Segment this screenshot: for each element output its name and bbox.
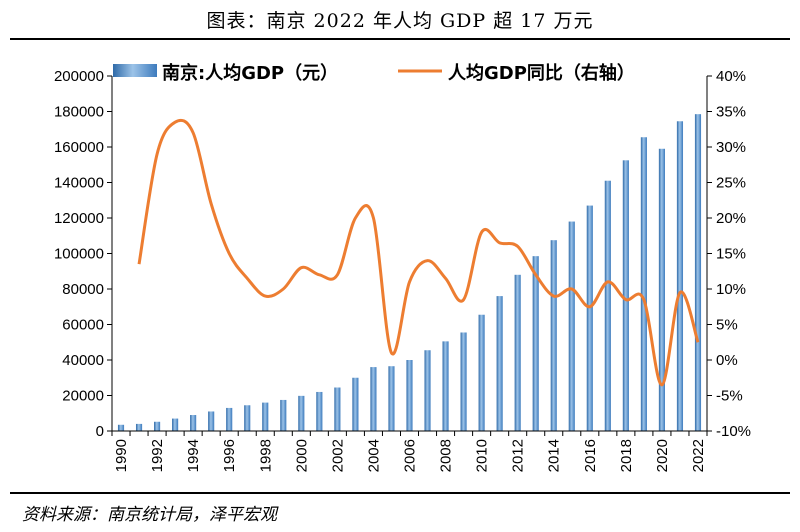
bar-2009 bbox=[460, 332, 467, 431]
left-tick-label: 100000 bbox=[54, 246, 104, 263]
bar-1999 bbox=[280, 399, 287, 431]
bar-2015 bbox=[568, 221, 575, 431]
bar-2020 bbox=[658, 148, 665, 431]
left-tick-label: 140000 bbox=[54, 175, 104, 192]
right-tick-label: 35% bbox=[716, 104, 746, 121]
left-tick-label: 180000 bbox=[54, 104, 104, 121]
bar-2007 bbox=[424, 350, 431, 431]
bar-1993 bbox=[172, 418, 179, 431]
bar-2016 bbox=[586, 205, 593, 431]
bar-1996 bbox=[226, 407, 233, 431]
x-tick-label: 2002 bbox=[329, 439, 346, 472]
right-tick-label: 15% bbox=[716, 246, 746, 263]
right-tick-label: 10% bbox=[716, 281, 746, 298]
x-tick-label: 2006 bbox=[402, 439, 419, 472]
right-tick-label: 0% bbox=[716, 352, 738, 369]
bar-2019 bbox=[640, 137, 647, 432]
bar-2005 bbox=[388, 366, 395, 431]
x-tick-label: 2004 bbox=[365, 439, 382, 472]
bar-2001 bbox=[316, 391, 323, 431]
bar-2006 bbox=[406, 360, 413, 431]
bar-2000 bbox=[298, 395, 305, 431]
x-tick-label: 1992 bbox=[149, 439, 166, 472]
x-tick-label: 2022 bbox=[690, 439, 707, 472]
left-tick-label: 0 bbox=[96, 423, 104, 440]
left-tick-label: 200000 bbox=[54, 68, 104, 85]
legend-line-label: 人均GDP同比（右轴） bbox=[448, 62, 635, 84]
x-tick-label: 2014 bbox=[546, 439, 563, 472]
bar-2013 bbox=[532, 256, 539, 431]
bar-2002 bbox=[334, 387, 341, 431]
bar-series bbox=[117, 114, 702, 432]
x-tick-label: 2010 bbox=[474, 439, 491, 472]
footer-divider bbox=[10, 492, 790, 494]
bar-1997 bbox=[244, 405, 251, 431]
x-tick-label: 1996 bbox=[221, 439, 238, 472]
left-tick-label: 160000 bbox=[54, 139, 104, 156]
left-tick-label: 40000 bbox=[62, 352, 104, 369]
right-tick-label: 40% bbox=[716, 68, 746, 85]
source-note: 资料来源：南京统计局，泽平宏观 bbox=[22, 505, 277, 525]
x-tick-label: 2000 bbox=[293, 439, 310, 472]
right-tick-label: -5% bbox=[716, 388, 743, 405]
bar-1992 bbox=[154, 421, 161, 431]
legend-bar-label: 南京:人均GDP（元） bbox=[162, 62, 338, 84]
bar-1994 bbox=[190, 415, 197, 431]
right-tick-label: 25% bbox=[716, 175, 746, 192]
bar-1998 bbox=[262, 402, 269, 431]
bar-2022 bbox=[694, 114, 702, 431]
bar-2011 bbox=[496, 296, 503, 431]
right-tick-label: 20% bbox=[716, 210, 746, 227]
right-tick-label: -10% bbox=[716, 423, 751, 440]
legend-bar-swatch bbox=[113, 64, 157, 77]
left-tick-label: 20000 bbox=[62, 388, 104, 405]
legend: 南京:人均GDP（元） 人均GDP同比（右轴） bbox=[113, 62, 635, 84]
x-tick-label: 2012 bbox=[510, 439, 527, 472]
x-tick-label: 1998 bbox=[257, 439, 274, 472]
right-tick-label: 30% bbox=[716, 139, 746, 156]
x-tick-label: 1990 bbox=[113, 439, 130, 472]
bar-2018 bbox=[622, 160, 629, 431]
left-tick-label: 120000 bbox=[54, 210, 104, 227]
axes bbox=[111, 76, 708, 432]
x-tick-label: 2016 bbox=[582, 439, 599, 472]
title-divider bbox=[10, 38, 790, 40]
x-axis: 1990 1992 1994 1996 1998 2000 2002 2004 2006 2008… bbox=[111, 431, 708, 472]
x-tick-label: 2020 bbox=[654, 439, 671, 472]
bar-2008 bbox=[442, 341, 449, 431]
bar-2010 bbox=[478, 314, 485, 431]
x-tick-label: 1994 bbox=[185, 439, 202, 472]
bar-1995 bbox=[208, 411, 215, 431]
left-axis: 0 20000 40000 60000 80000 100000 120000 140000 1… bbox=[54, 68, 112, 440]
growth-line bbox=[137, 118, 700, 387]
bar-2014 bbox=[550, 240, 557, 431]
left-tick-label: 60000 bbox=[62, 317, 104, 334]
bar-1990 bbox=[117, 424, 125, 431]
bar-1991 bbox=[135, 423, 143, 431]
bar-2012 bbox=[514, 274, 521, 431]
bar-2017 bbox=[604, 180, 611, 431]
x-tick-label: 2008 bbox=[438, 439, 455, 472]
bar-2004 bbox=[370, 367, 377, 431]
right-axis: -10% -5% 0% 5% 10% 15% 20% 25% 30% 35% 40% bbox=[707, 68, 751, 440]
right-tick-label: 5% bbox=[716, 317, 738, 334]
bar-2021 bbox=[676, 121, 684, 431]
bar-2003 bbox=[352, 377, 359, 431]
page-title: 图表：南京 2022 年人均 GDP 超 17 万元 bbox=[206, 10, 594, 32]
x-tick-label: 2018 bbox=[618, 439, 635, 472]
left-tick-label: 80000 bbox=[62, 281, 104, 298]
